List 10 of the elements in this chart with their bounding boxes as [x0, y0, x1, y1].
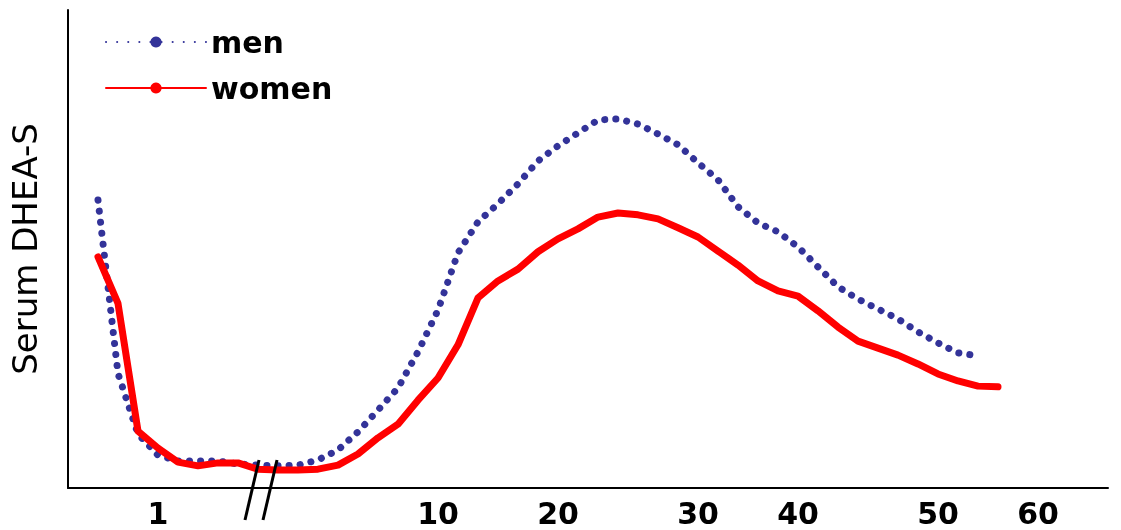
x-tick-label: 1	[147, 495, 169, 530]
x-tick-label: 40	[777, 495, 819, 530]
legend-label: women	[211, 70, 333, 106]
x-tick-label: 10	[417, 495, 459, 530]
x-tick-label: 50	[917, 495, 959, 530]
x-tick-label: 60	[1017, 495, 1059, 530]
legend-label: men	[211, 24, 284, 60]
y-axis-title: Serum DHEA-S	[5, 123, 45, 375]
x-tick-label: 30	[677, 495, 719, 530]
x-tick-label: 20	[537, 495, 579, 530]
